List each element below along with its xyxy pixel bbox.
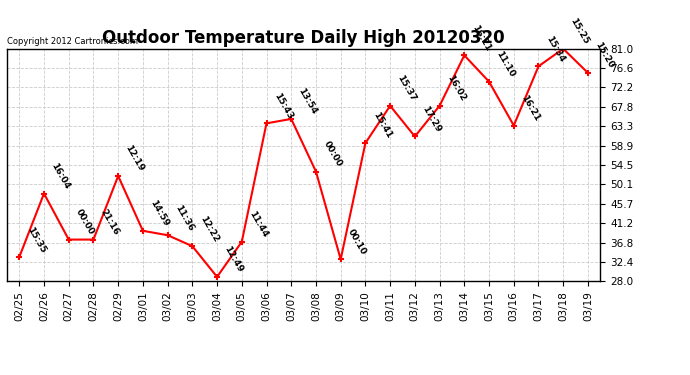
Text: 12:19: 12:19 [124, 144, 146, 173]
Text: 00:00: 00:00 [75, 208, 96, 237]
Text: 16:21: 16:21 [470, 23, 492, 52]
Text: 11:44: 11:44 [247, 210, 270, 239]
Text: 21:16: 21:16 [99, 207, 121, 237]
Text: 15:34: 15:34 [544, 34, 566, 63]
Text: 00:10: 00:10 [346, 228, 368, 256]
Text: 15:37: 15:37 [395, 74, 418, 103]
Text: 15:35: 15:35 [25, 225, 47, 254]
Title: Outdoor Temperature Daily High 20120320: Outdoor Temperature Daily High 20120320 [102, 29, 505, 47]
Text: 17:29: 17:29 [420, 104, 443, 134]
Text: 16:21: 16:21 [520, 93, 542, 123]
Text: 12:49: 12:49 [223, 244, 245, 274]
Text: 12:22: 12:22 [198, 214, 220, 243]
Text: 15:25: 15:25 [569, 16, 591, 46]
Text: 11:10: 11:10 [495, 50, 517, 79]
Text: 11:36: 11:36 [173, 203, 195, 232]
Text: 15:41: 15:41 [371, 111, 393, 140]
Text: 14:59: 14:59 [148, 198, 170, 228]
Text: 00:00: 00:00 [322, 140, 344, 169]
Text: 16:04: 16:04 [50, 162, 72, 191]
Text: 15:20: 15:20 [593, 41, 615, 70]
Text: 16:02: 16:02 [445, 74, 467, 103]
Text: 15:43: 15:43 [272, 91, 294, 120]
Text: 13:54: 13:54 [297, 87, 319, 116]
Text: Copyright 2012 Cartronics.com: Copyright 2012 Cartronics.com [7, 38, 138, 46]
